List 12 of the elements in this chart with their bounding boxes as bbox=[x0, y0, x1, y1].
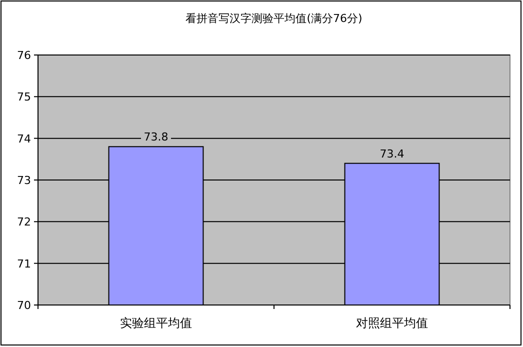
y-tick-label: 72 bbox=[17, 216, 31, 229]
y-tick-label: 71 bbox=[17, 257, 31, 270]
data-label: 73.8 bbox=[144, 130, 168, 144]
data-label: 73.4 bbox=[380, 147, 404, 160]
x-tick-label: 实验组平均值 bbox=[120, 316, 192, 330]
y-tick-label: 70 bbox=[17, 299, 31, 312]
y-tick-label: 74 bbox=[17, 132, 31, 146]
y-tick-label: 75 bbox=[17, 90, 31, 104]
y-tick-label: 76 bbox=[17, 49, 31, 62]
chart-title: 看拼音写汉字测验平均值(满分76分) bbox=[186, 12, 362, 25]
x-tick-label: 对照组平均值 bbox=[356, 316, 428, 330]
y-tick-label: 73 bbox=[17, 174, 31, 187]
